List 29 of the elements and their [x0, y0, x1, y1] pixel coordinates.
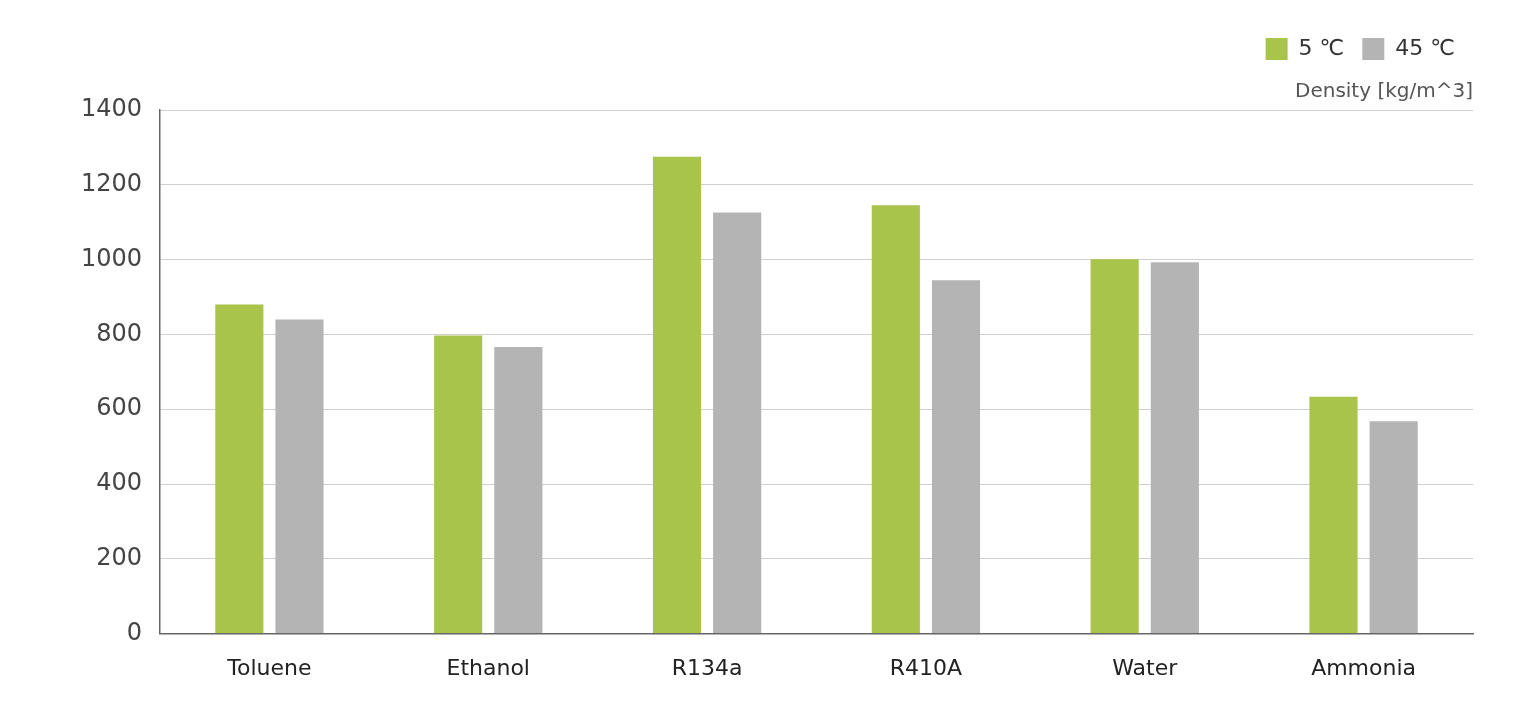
bar	[1369, 421, 1418, 634]
y-tick-label: 400	[96, 468, 142, 497]
x-tick-label: R134a	[671, 654, 743, 680]
x-tick-label: Water	[1112, 654, 1179, 680]
bar	[713, 212, 762, 634]
x-tick-label: Toluene	[226, 654, 312, 680]
y-tick-label: 800	[96, 318, 142, 347]
y-tick-label: 1000	[80, 243, 142, 272]
x-tick-label: Ethanol	[446, 654, 530, 680]
legend-label: 5 ℃	[1298, 34, 1345, 60]
bar	[1150, 262, 1199, 634]
y-tick-label: 600	[96, 393, 142, 422]
y-tick-label: 0	[126, 617, 142, 646]
bar	[1309, 396, 1358, 634]
y-tick-label: 1400	[80, 94, 142, 123]
y-axis-title: Density [kg/m^3]	[1295, 78, 1473, 103]
bar	[931, 280, 981, 634]
bar	[275, 319, 324, 634]
bar	[1090, 259, 1139, 634]
bar	[652, 156, 702, 634]
x-tick-label: Ammonia	[1311, 654, 1417, 680]
bar	[494, 347, 543, 634]
bar	[434, 335, 483, 634]
bar	[215, 304, 264, 634]
y-tick-label: 1200	[80, 169, 142, 198]
legend-label: 45 ℃	[1395, 34, 1456, 60]
bar	[871, 205, 920, 634]
y-tick-label: 200	[96, 543, 142, 572]
x-tick-label: R410A	[889, 654, 963, 680]
